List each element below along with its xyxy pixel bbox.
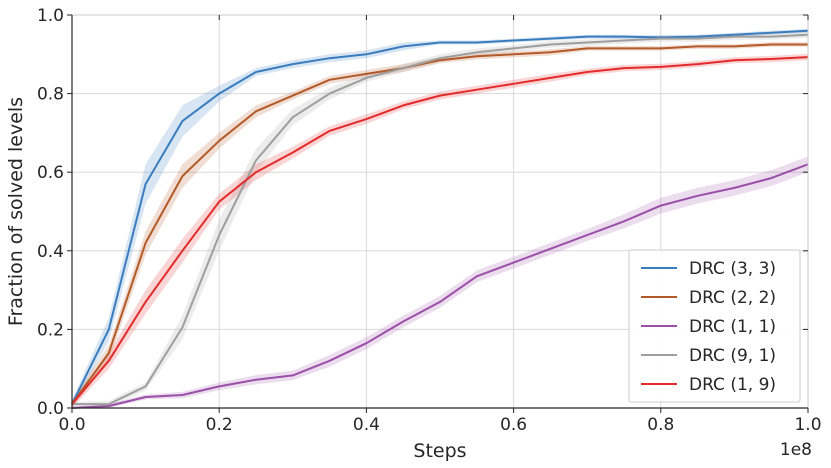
series-line xyxy=(71,29,809,405)
x-tick-label: 0.8 xyxy=(647,415,674,435)
x-tick-label: 0.4 xyxy=(353,415,380,435)
x-tick-label: 0.2 xyxy=(206,415,233,435)
y-tick-label: 0.2 xyxy=(37,320,64,340)
axes xyxy=(67,14,809,413)
series-line xyxy=(71,163,809,409)
legend-label: DRC (1, 1) xyxy=(689,317,776,337)
series-lines xyxy=(71,29,809,409)
series-band xyxy=(72,156,808,408)
legend-label: DRC (2, 2) xyxy=(689,288,776,308)
y-tick-label: 0.6 xyxy=(37,163,64,183)
x-axis-multiplier: 1e8 xyxy=(780,440,812,460)
legend-box xyxy=(628,249,801,403)
series-line xyxy=(72,33,809,406)
x-tick-label: 0.6 xyxy=(500,415,527,435)
y-tick-label: 0.0 xyxy=(37,399,64,419)
series-line xyxy=(71,43,808,405)
y-tick-label: 0.8 xyxy=(37,85,64,105)
x-axis-label: Steps xyxy=(413,440,466,462)
legend: DRC (3, 3) DRC (2, 2) DRC (1, 1) DRC (9, 1)… xyxy=(628,249,801,403)
tick-labels: 0.0 0.2 0.4 0.6 0.8 1.0 0.0 0.2 0.4 0.6 0.8 1.0 xyxy=(37,6,822,435)
x-tick-label: 1.0 xyxy=(794,415,821,435)
series-line xyxy=(71,56,809,405)
y-axis-label: Fraction of solved levels xyxy=(5,97,27,326)
y-tick-label: 1.0 xyxy=(37,6,64,26)
legend-label: DRC (1, 9) xyxy=(689,375,776,395)
legend-label: DRC (9, 1) xyxy=(689,346,776,366)
x-tick-label: 0.0 xyxy=(58,415,85,435)
confidence-bands xyxy=(72,28,808,409)
y-tick-label: 0.4 xyxy=(37,242,64,262)
legend-label: DRC (3, 3) xyxy=(689,259,776,279)
